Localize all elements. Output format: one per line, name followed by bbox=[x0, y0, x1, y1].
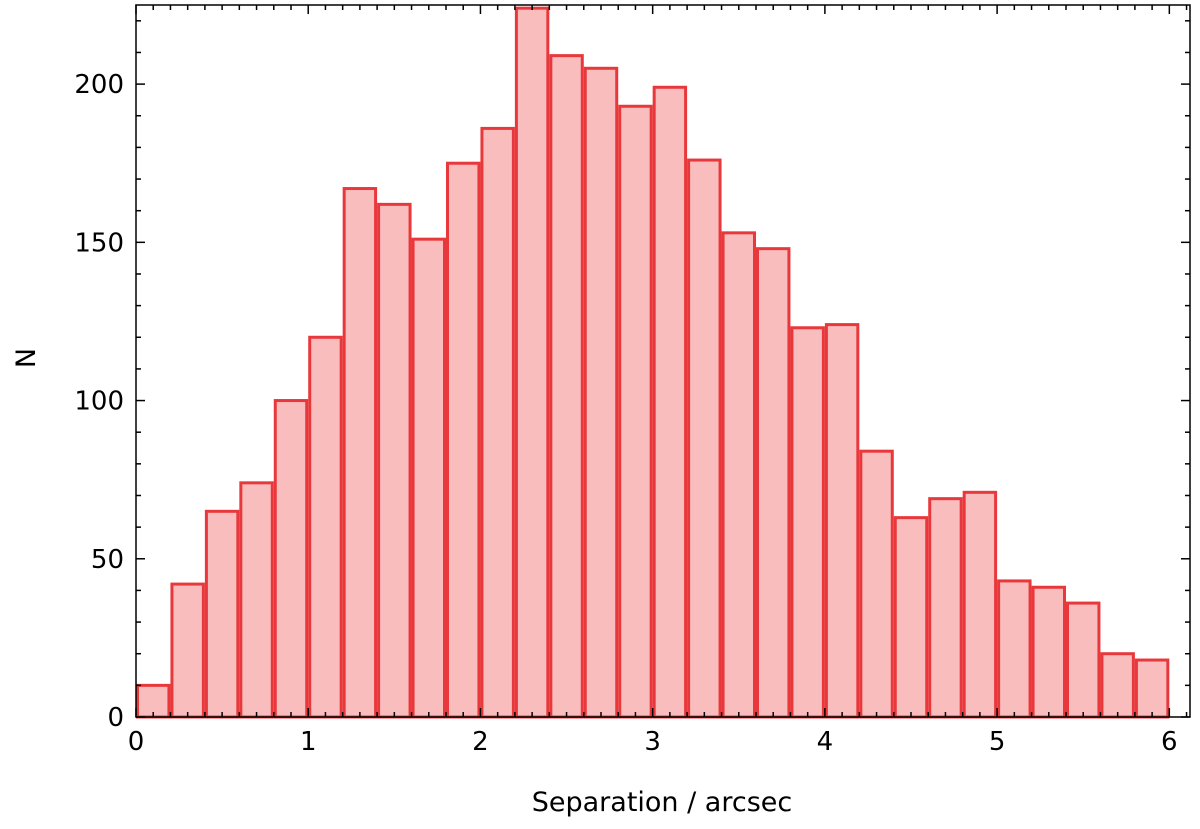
histogram-bar bbox=[721, 231, 756, 719]
histogram-bar bbox=[687, 158, 722, 719]
x-tick-label: 5 bbox=[989, 727, 1006, 757]
histogram-bar bbox=[928, 497, 963, 719]
histogram-bar bbox=[411, 237, 446, 719]
y-tick-label: 100 bbox=[74, 387, 124, 417]
histogram-bar bbox=[997, 579, 1032, 719]
histogram-bar bbox=[824, 323, 860, 719]
x-tick-label: 3 bbox=[644, 727, 661, 757]
y-axis-label: N bbox=[11, 348, 42, 368]
histogram-bar bbox=[480, 126, 515, 719]
histogram-bar bbox=[859, 449, 894, 719]
histogram-bar bbox=[618, 104, 653, 719]
x-tick-label: 0 bbox=[128, 727, 145, 757]
histogram-bar bbox=[1100, 652, 1135, 719]
histogram-bar bbox=[514, 6, 550, 719]
histogram-bar bbox=[204, 509, 240, 719]
x-tick-label: 2 bbox=[472, 727, 489, 757]
histogram-bar bbox=[790, 326, 825, 719]
bars-group bbox=[136, 6, 1170, 719]
histogram-bar bbox=[549, 54, 584, 719]
histogram-bar bbox=[308, 335, 343, 719]
histogram-bar bbox=[756, 247, 791, 719]
x-tick-label: 6 bbox=[1161, 727, 1178, 757]
histogram-bar bbox=[962, 490, 998, 719]
y-tick-label: 50 bbox=[91, 545, 124, 575]
histogram-bar bbox=[239, 481, 274, 719]
histogram-bar bbox=[342, 187, 378, 719]
y-tick-label: 150 bbox=[74, 228, 124, 258]
histogram-bar bbox=[893, 516, 929, 719]
x-tick-label: 1 bbox=[300, 727, 317, 757]
histogram-bar bbox=[652, 85, 688, 719]
histogram-bar bbox=[273, 399, 309, 719]
histogram-bar bbox=[1066, 601, 1101, 719]
x-axis-label: Separation / arcsec bbox=[532, 787, 792, 818]
histogram-bar bbox=[1031, 585, 1066, 719]
plot-frame bbox=[135, 4, 1191, 718]
x-tick-label: 4 bbox=[817, 727, 834, 757]
histogram-bar bbox=[170, 582, 205, 719]
histogram-bar bbox=[377, 202, 412, 719]
y-tick-label: 200 bbox=[74, 70, 124, 100]
histogram-bar bbox=[1134, 658, 1170, 719]
histogram-bar bbox=[583, 66, 619, 719]
histogram-bar bbox=[446, 161, 481, 719]
axes-group: 0 1 2 3 4 5 6 0 50 100 150 200 bbox=[74, 4, 1191, 757]
y-tick-label: 0 bbox=[107, 703, 124, 733]
